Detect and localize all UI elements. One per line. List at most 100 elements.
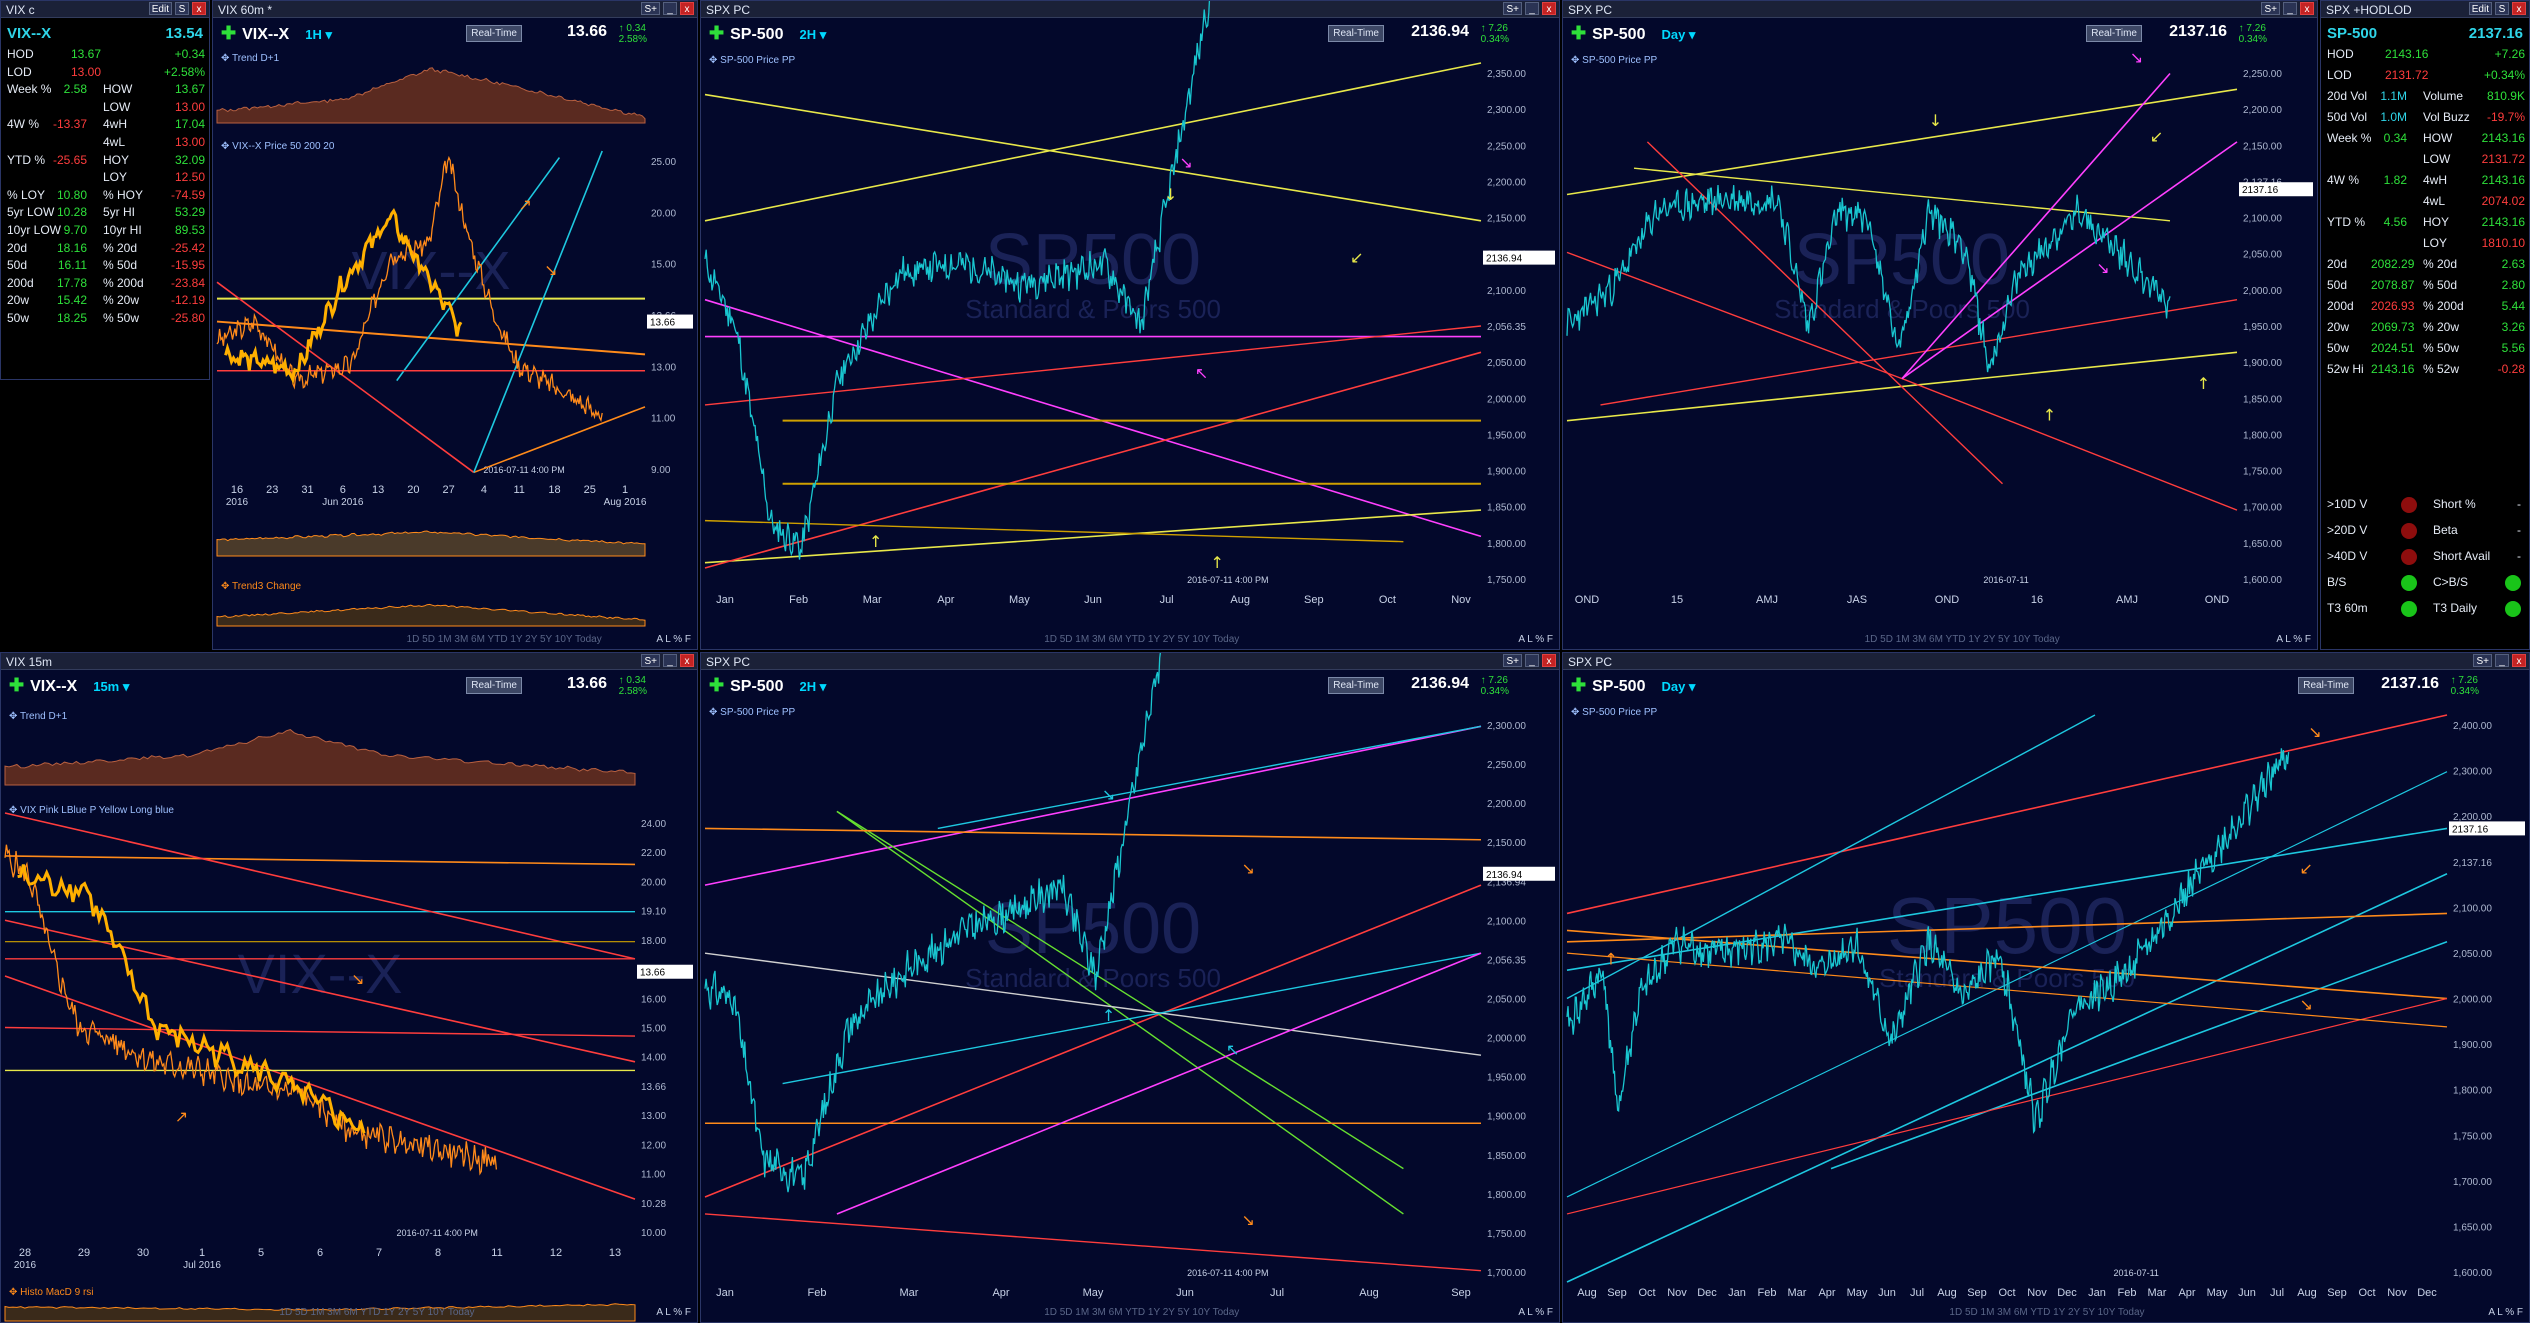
real-time-badge[interactable]: Real-Time bbox=[1328, 677, 1384, 694]
annotation-arrow-icon[interactable]: ↘ bbox=[2308, 723, 2321, 742]
indicator-legend[interactable]: ✥ SP-500 Price PP bbox=[1571, 55, 1658, 66]
chart-title-bar[interactable]: VIX 60m * S+ _ x bbox=[213, 1, 697, 18]
trendline[interactable] bbox=[1901, 72, 2171, 380]
trendline[interactable] bbox=[1566, 714, 2096, 1000]
chart-footer-controls[interactable]: A L % F bbox=[656, 634, 691, 645]
trendline[interactable] bbox=[1566, 714, 2448, 915]
trendline[interactable] bbox=[4, 975, 636, 1200]
add-symbol-icon[interactable]: ✚ bbox=[1571, 675, 1587, 695]
annotation-arrow-icon[interactable]: ↘ bbox=[351, 970, 364, 989]
annotation-arrow-icon[interactable]: ↘ bbox=[544, 261, 557, 280]
symbol-name[interactable]: VIX--X bbox=[30, 678, 78, 695]
annotation-arrow-icon[interactable]: ↙ bbox=[1350, 248, 1363, 267]
annotation-arrow-icon[interactable]: ↑ bbox=[1604, 949, 1617, 968]
chart-title-bar[interactable]: SPX PC S+ _ x bbox=[701, 1, 1559, 18]
add-symbol-icon[interactable]: ✚ bbox=[709, 23, 725, 43]
edit-button[interactable]: Edit bbox=[148, 2, 172, 15]
chart-spx-2h-bottom[interactable]: SPX PC S+ _ x ✚ SP-500 2H ▾ 2136.94 ↑ 7.26 0.34% R… bbox=[700, 652, 1560, 1323]
annotation-arrow-icon[interactable]: ↑ bbox=[1210, 553, 1223, 572]
lower-indicator-legend[interactable]: ✥ Trend3 Change bbox=[221, 581, 302, 592]
annotation-arrow-icon[interactable]: ↘ bbox=[1241, 1210, 1254, 1229]
trendline[interactable] bbox=[473, 150, 603, 473]
trendline[interactable] bbox=[704, 952, 1482, 1056]
period-selector[interactable]: 2H ▾ bbox=[799, 27, 827, 42]
minimize-icon[interactable]: _ bbox=[1525, 654, 1539, 667]
annotation-arrow-icon[interactable]: ↘ bbox=[2130, 48, 2143, 67]
annotation-arrow-icon[interactable]: ↓ bbox=[1164, 185, 1177, 204]
trendline[interactable] bbox=[1566, 873, 2448, 1283]
period-selector[interactable]: 1H ▾ bbox=[305, 27, 332, 42]
sync-icon[interactable]: S+ bbox=[641, 654, 660, 667]
annotation-arrow-icon[interactable]: ↖ bbox=[1195, 364, 1208, 383]
indicator-legend[interactable]: ✥ Trend D+1 bbox=[9, 711, 68, 722]
chart-footer-controls[interactable]: A L % F bbox=[2276, 634, 2311, 645]
trendline[interactable] bbox=[704, 509, 1482, 564]
sync-icon[interactable]: S bbox=[175, 2, 189, 15]
chart-title-bar[interactable]: SPX PC S+ _ x bbox=[701, 653, 1559, 670]
add-symbol-icon[interactable]: ✚ bbox=[709, 675, 725, 695]
close-icon[interactable]: x bbox=[1542, 2, 1556, 15]
trendline[interactable] bbox=[1901, 141, 2238, 380]
annotation-arrow-icon[interactable]: ↑ bbox=[1102, 1006, 1115, 1025]
trendline[interactable] bbox=[836, 810, 1404, 1215]
chart-spx-day-bottom[interactable]: SPX PC S+ _ x ✚ SP-500 Day ▾ 2137.16 ↑ 7.26 0.34%… bbox=[1562, 652, 2530, 1323]
trendline[interactable] bbox=[1901, 377, 2238, 511]
zoom-timeframe-bar[interactable]: 1D 5D 1M 3M 6M YTD 1Y 2Y 5Y 10Y Today bbox=[1864, 634, 2060, 645]
annotation-arrow-icon[interactable]: ↖ bbox=[1226, 1040, 1239, 1059]
close-icon[interactable]: x bbox=[1542, 654, 1556, 667]
trendline[interactable] bbox=[704, 519, 1404, 543]
trendline[interactable] bbox=[473, 406, 646, 474]
chart-vix-15m[interactable]: VIX 15m S+ _ x ✚ VIX--X 15m ▾ 13.66 ↑ 0.34 2.58% R… bbox=[0, 652, 698, 1323]
trendline[interactable] bbox=[704, 1213, 1482, 1272]
chart-footer-controls[interactable]: A L % F bbox=[1518, 634, 1553, 645]
real-time-badge[interactable]: Real-Time bbox=[466, 677, 522, 694]
minimize-icon[interactable]: _ bbox=[663, 2, 677, 15]
lower-indicator-legend[interactable]: ✥ Histo MacD 9 rsi bbox=[9, 1287, 94, 1298]
annotation-arrow-icon[interactable]: ↘ bbox=[1241, 859, 1254, 878]
trendline[interactable] bbox=[704, 93, 1482, 222]
edit-button[interactable]: Edit bbox=[2468, 2, 2492, 15]
symbol-name[interactable]: SP-500 bbox=[730, 678, 784, 695]
annotation-arrow-icon[interactable]: ↘ bbox=[1102, 785, 1115, 804]
minimize-icon[interactable]: _ bbox=[663, 654, 677, 667]
annotation-arrow-icon[interactable]: ↑ bbox=[869, 532, 882, 551]
trendline[interactable] bbox=[4, 855, 636, 866]
trendline[interactable] bbox=[1600, 299, 2238, 406]
trendline[interactable] bbox=[1566, 251, 1903, 380]
chart-vix-60m[interactable]: VIX 60m * S+ _ x ✚ VIX--X 1H ▾ 13.66 ↑ 0.34 2.58%… bbox=[212, 0, 698, 650]
indicator-legend[interactable]: ✥ SP-500 Price PP bbox=[709, 55, 796, 66]
trendline[interactable] bbox=[1566, 929, 2448, 1000]
close-icon[interactable]: x bbox=[192, 2, 206, 15]
zoom-timeframe-bar[interactable]: 1D 5D 1M 3M 6M YTD 1Y 2Y 5Y 10Y Today bbox=[1044, 634, 1240, 645]
zoom-timeframe-bar[interactable]: 1D 5D 1M 3M 6M YTD 1Y 2Y 5Y 10Y Today bbox=[406, 634, 602, 645]
sync-icon[interactable]: S bbox=[2495, 2, 2509, 15]
trendline[interactable] bbox=[704, 298, 1482, 538]
trendline[interactable] bbox=[704, 884, 1482, 1198]
zoom-timeframe-bar[interactable]: 1D 5D 1M 3M 6M YTD 1Y 2Y 5Y 10Y Today bbox=[279, 1307, 475, 1318]
annotation-arrow-icon[interactable]: ↘ bbox=[2299, 995, 2312, 1014]
annotation-arrow-icon[interactable]: ↗ bbox=[518, 195, 531, 214]
chart-footer-controls[interactable]: A L % F bbox=[656, 1307, 691, 1318]
trendline[interactable] bbox=[704, 62, 1482, 222]
sync-icon[interactable]: S+ bbox=[2473, 654, 2492, 667]
sync-icon[interactable]: S+ bbox=[2261, 2, 2280, 15]
real-time-badge[interactable]: Real-Time bbox=[2086, 25, 2142, 42]
indicator-legend[interactable]: ✥ SP-500 Price PP bbox=[709, 707, 796, 718]
annotation-arrow-icon[interactable]: ↗ bbox=[175, 1107, 188, 1126]
trendline[interactable] bbox=[937, 725, 1482, 830]
add-symbol-icon[interactable]: ✚ bbox=[9, 675, 25, 695]
trendline[interactable] bbox=[1566, 88, 2238, 196]
trendline[interactable] bbox=[4, 919, 636, 1063]
annotation-arrow-icon[interactable]: ↑ bbox=[2043, 406, 2056, 425]
price-legend[interactable]: ✥ VIX--X Price 50 200 20 bbox=[221, 141, 335, 152]
sync-icon[interactable]: S+ bbox=[1503, 654, 1522, 667]
zoom-timeframe-bar[interactable]: 1D 5D 1M 3M 6M YTD 1Y 2Y 5Y 10Y Today bbox=[1949, 1307, 2145, 1318]
real-time-badge[interactable]: Real-Time bbox=[2298, 677, 2354, 694]
trendline[interactable] bbox=[704, 351, 1482, 569]
close-icon[interactable]: x bbox=[680, 654, 694, 667]
trendline[interactable] bbox=[4, 1026, 636, 1037]
